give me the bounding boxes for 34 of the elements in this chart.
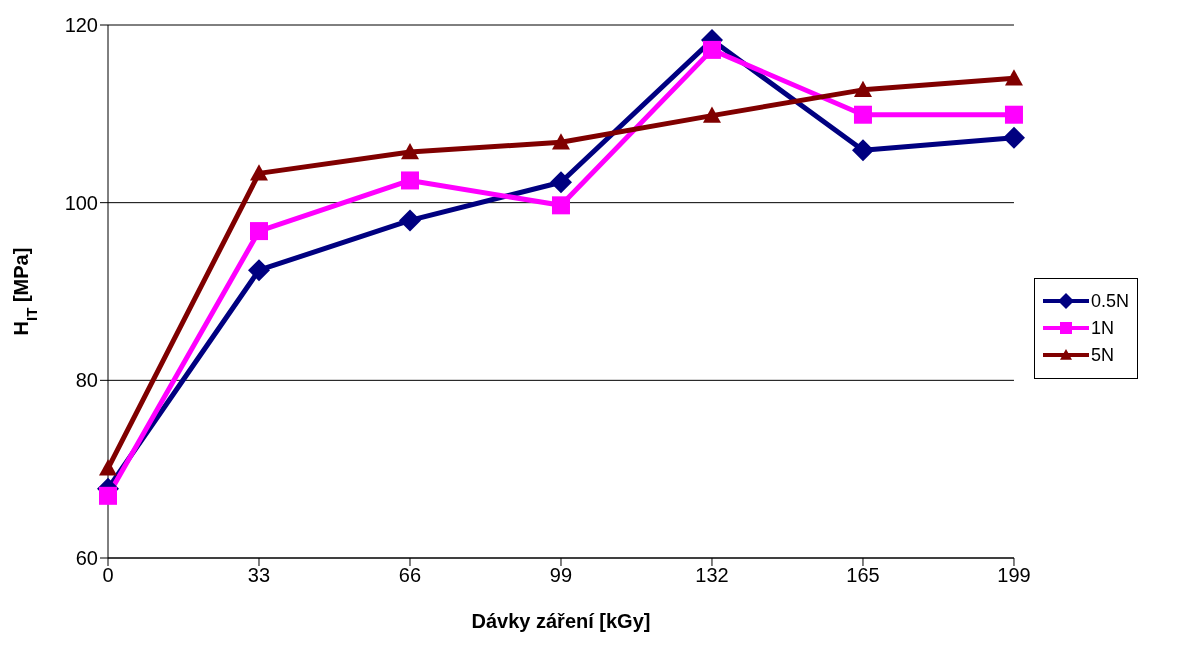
y-tick-label: 60 (75, 547, 98, 570)
point (851, 139, 874, 162)
point (1004, 69, 1023, 86)
x-tick-label: 165 (846, 564, 880, 587)
y-tick-label: 100 (64, 191, 98, 214)
x-tick-label: 33 (247, 564, 271, 587)
legend-label: 0.5N (1090, 290, 1129, 312)
legend-label: 1N (1090, 317, 1114, 339)
point (702, 106, 721, 123)
point (1004, 105, 1023, 124)
legend-label: 5N (1090, 344, 1114, 366)
x-tick-label: 199 (997, 564, 1031, 587)
y-tick-label: 120 (64, 14, 98, 37)
point (551, 196, 570, 215)
x-tick-label: 66 (398, 564, 422, 587)
x-tick-label: 99 (549, 564, 573, 587)
point (99, 486, 117, 505)
point (99, 459, 117, 476)
point (400, 143, 419, 160)
point (702, 40, 721, 59)
y-tick-label: 80 (75, 369, 98, 392)
point (250, 222, 268, 241)
x-axis-title: Dávky záření [kGy] (471, 610, 651, 632)
point (549, 171, 572, 194)
point (551, 133, 570, 150)
point (398, 209, 421, 232)
point (853, 80, 872, 98)
point (247, 259, 270, 282)
x-tick-label: 0 (102, 564, 114, 587)
point (400, 171, 419, 190)
point (1002, 126, 1025, 149)
point (853, 105, 872, 124)
x-tick-label: 132 (695, 564, 729, 587)
point (249, 164, 268, 181)
